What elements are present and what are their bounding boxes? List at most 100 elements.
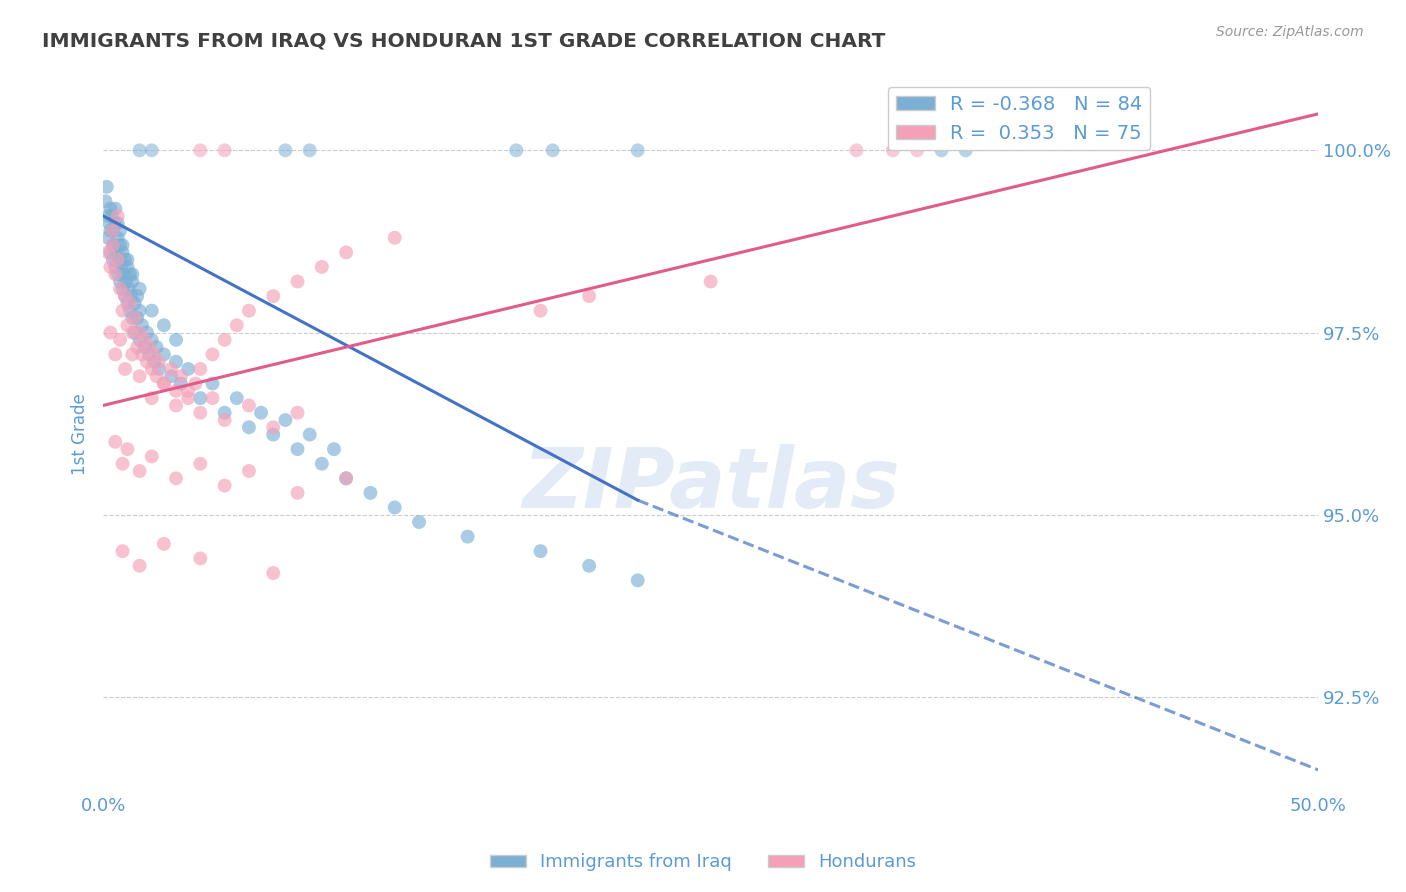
Point	[188, 144, 211, 158]
Point	[121, 326, 143, 340]
Point	[177, 362, 200, 376]
Point	[101, 238, 124, 252]
Point	[214, 413, 236, 427]
Point	[104, 260, 127, 274]
Point	[238, 303, 260, 318]
Point	[117, 296, 139, 310]
Point	[177, 391, 200, 405]
Point	[114, 252, 136, 267]
Point	[311, 457, 333, 471]
Point	[138, 340, 160, 354]
Point	[153, 347, 176, 361]
Point	[160, 369, 183, 384]
Point	[238, 399, 260, 413]
Point	[298, 427, 321, 442]
Point	[111, 238, 134, 252]
Point	[141, 450, 163, 464]
Point	[100, 260, 122, 274]
Point	[287, 486, 309, 500]
Point	[101, 252, 124, 267]
Point	[153, 318, 176, 333]
Point	[262, 566, 284, 580]
Point	[100, 209, 122, 223]
Point	[117, 260, 139, 274]
Point	[101, 223, 124, 237]
Point	[335, 471, 357, 485]
Point	[131, 347, 153, 361]
Point	[250, 406, 273, 420]
Point	[111, 245, 134, 260]
Point	[145, 340, 167, 354]
Legend: R = -0.368   N = 84, R =  0.353   N = 75: R = -0.368 N = 84, R = 0.353 N = 75	[889, 87, 1150, 151]
Point	[134, 333, 156, 347]
Point	[118, 303, 141, 318]
Point	[107, 252, 129, 267]
Point	[274, 413, 297, 427]
Point	[124, 296, 146, 310]
Point	[141, 391, 163, 405]
Point	[131, 318, 153, 333]
Point	[121, 347, 143, 361]
Point	[97, 245, 120, 260]
Point	[170, 369, 193, 384]
Point	[135, 326, 157, 340]
Point	[104, 267, 127, 281]
Point	[108, 223, 131, 237]
Point	[100, 326, 122, 340]
Y-axis label: 1st Grade: 1st Grade	[72, 393, 89, 475]
Point	[882, 144, 904, 158]
Point	[141, 362, 163, 376]
Point	[121, 267, 143, 281]
Point	[135, 354, 157, 368]
Point	[107, 231, 129, 245]
Point	[128, 326, 150, 340]
Point	[335, 471, 357, 485]
Point	[262, 420, 284, 434]
Point	[188, 362, 211, 376]
Point	[117, 318, 139, 333]
Point	[238, 464, 260, 478]
Point	[262, 289, 284, 303]
Point	[214, 406, 236, 420]
Point	[287, 442, 309, 457]
Point	[505, 144, 527, 158]
Point	[201, 391, 224, 405]
Point	[160, 362, 183, 376]
Point	[101, 223, 124, 237]
Point	[100, 202, 122, 216]
Point	[111, 544, 134, 558]
Point	[143, 347, 166, 361]
Point	[905, 144, 928, 158]
Point	[108, 282, 131, 296]
Point	[115, 275, 138, 289]
Point	[262, 427, 284, 442]
Point	[153, 537, 176, 551]
Point	[287, 275, 309, 289]
Point	[121, 310, 143, 325]
Point	[177, 384, 200, 398]
Point	[97, 209, 120, 223]
Point	[298, 144, 321, 158]
Point	[201, 376, 224, 391]
Point	[104, 216, 127, 230]
Point	[111, 282, 134, 296]
Point	[143, 354, 166, 368]
Point	[128, 369, 150, 384]
Point	[931, 144, 953, 158]
Point	[214, 333, 236, 347]
Point	[127, 340, 149, 354]
Point	[188, 457, 211, 471]
Point	[214, 478, 236, 492]
Point	[165, 399, 187, 413]
Point	[955, 144, 977, 158]
Point	[107, 209, 129, 223]
Point	[165, 354, 187, 368]
Text: ZIPatlas: ZIPatlas	[522, 444, 900, 525]
Point	[311, 260, 333, 274]
Point	[188, 551, 211, 566]
Point	[287, 406, 309, 420]
Point	[107, 216, 129, 230]
Point	[114, 289, 136, 303]
Point	[335, 245, 357, 260]
Point	[120, 289, 142, 303]
